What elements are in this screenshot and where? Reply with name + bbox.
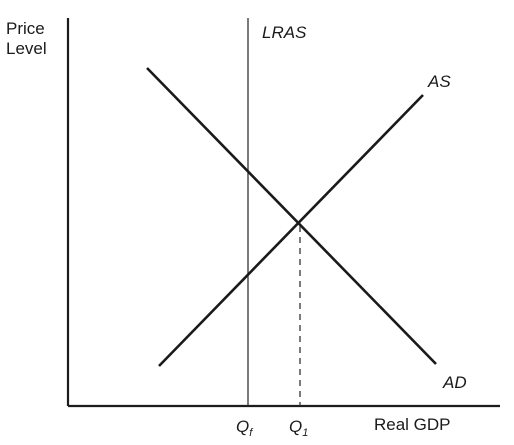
ad-label: AD [442,373,467,392]
q1-tick-label: Q1 [289,417,308,439]
ad-curve [146,67,437,365]
qf-main: Q [236,417,249,436]
qf-tick-label: Qf [236,417,253,439]
y-axis-label-line2: Level [6,39,47,58]
lras-label: LRAS [262,23,307,42]
q1-main: Q [289,417,302,436]
as-curve [158,94,424,367]
qf-subscript: f [249,427,253,439]
q1-subscript: 1 [302,427,308,439]
as-label: AS [427,72,451,91]
x-axis-label: Real GDP [374,415,451,434]
y-axis-label-line1: Price [6,19,45,38]
